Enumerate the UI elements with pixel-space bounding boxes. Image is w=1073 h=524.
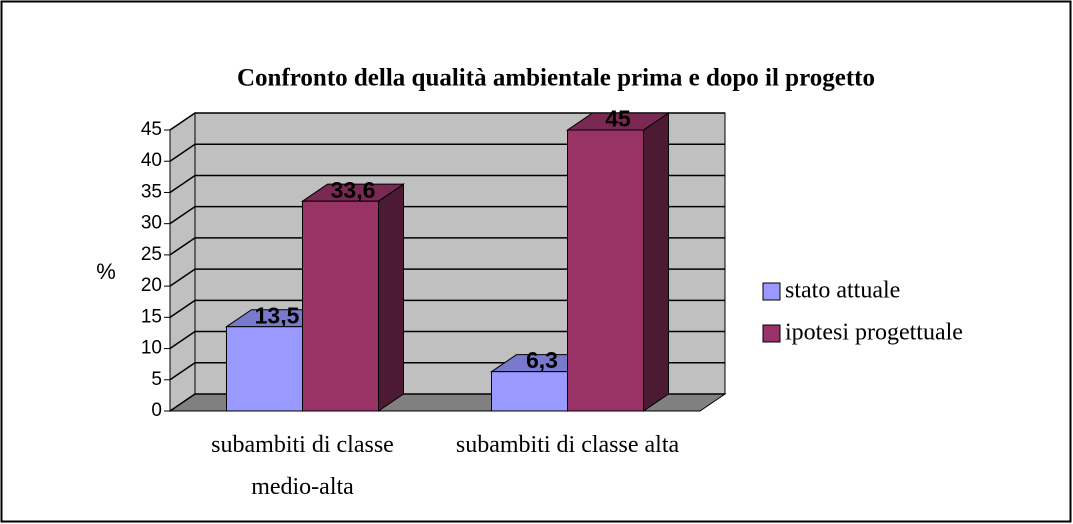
grid-line — [169, 330, 725, 350]
y-tick-label: 40 — [141, 150, 162, 171]
y-tick-label: 5 — [151, 369, 162, 390]
x-tick-label: subambiti di classe alta — [455, 432, 680, 458]
bar-front — [226, 326, 303, 412]
chart-title: Confronto della qualità ambientale prima… — [237, 65, 875, 92]
grid-line — [169, 143, 725, 162]
grid-line — [169, 205, 725, 225]
y-axis-label: % — [96, 259, 116, 284]
bar-front — [567, 129, 644, 412]
legend-label: ipotesi progettuale — [785, 320, 963, 346]
y-tick-label: 15 — [141, 306, 162, 327]
y-tick-label: 30 — [141, 213, 162, 234]
bar-side — [643, 112, 669, 412]
grid-line — [169, 237, 725, 256]
y-tick-label: 0 — [151, 400, 162, 421]
value-label: 45 — [605, 106, 631, 132]
grid-line — [169, 268, 725, 287]
value-label: 6,3 — [526, 347, 558, 373]
grid-line — [169, 299, 725, 318]
y-tick-label: 10 — [141, 338, 162, 359]
bar — [300, 183, 406, 412]
grid-line — [169, 112, 725, 131]
legend-swatch — [762, 324, 781, 343]
bar-front — [491, 371, 568, 412]
legend-label: stato attuale — [785, 278, 900, 304]
legend-swatch — [762, 282, 781, 301]
y-tick-label: 35 — [141, 181, 162, 202]
y-tick-label: 20 — [141, 275, 162, 296]
value-label: 33,6 — [331, 177, 376, 203]
grid-line — [169, 174, 725, 194]
y-tick-label: 25 — [141, 244, 162, 265]
bar-front — [302, 200, 379, 412]
bar-side — [378, 183, 404, 412]
y-tick-label: 45 — [141, 119, 162, 140]
value-label: 13,5 — [255, 302, 300, 328]
x-tick-label: subambiti di classe medio-alta — [211, 432, 394, 500]
bar — [565, 112, 671, 412]
left-wall — [169, 112, 196, 412]
